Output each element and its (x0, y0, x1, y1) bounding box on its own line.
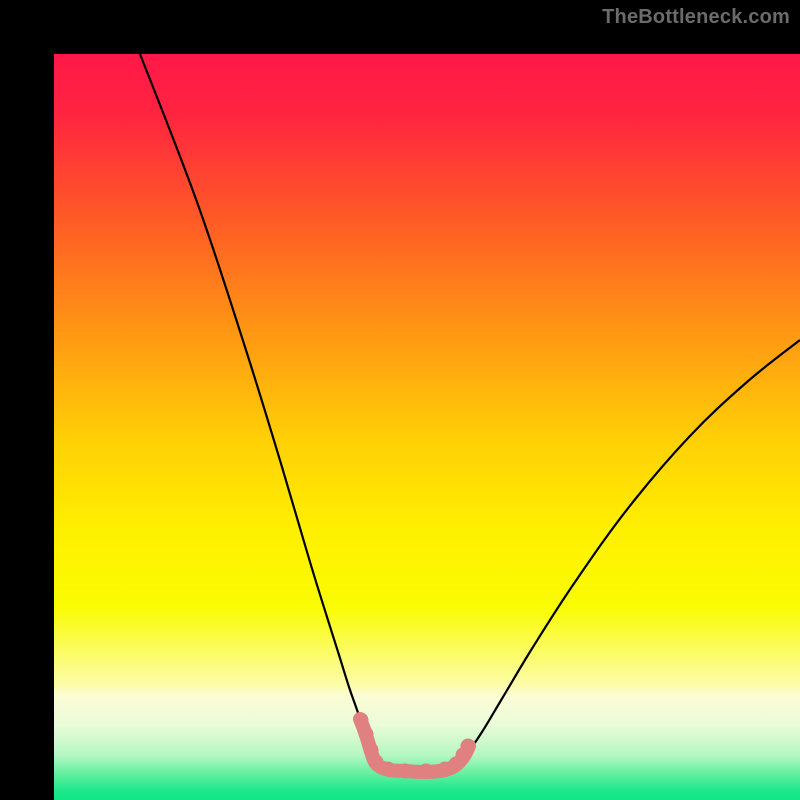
overlay-dot (398, 764, 413, 779)
overlay-dot (419, 764, 434, 779)
chart-svg (27, 27, 800, 800)
overlay-dot (359, 727, 374, 742)
watermark-text: TheBottleneck.com (602, 6, 790, 29)
chart-container: TheBottleneck.com (0, 0, 800, 800)
plot-area (27, 27, 773, 773)
overlay-dot (461, 739, 476, 754)
overlay-dot (354, 713, 369, 728)
overlay-dot (381, 762, 396, 777)
